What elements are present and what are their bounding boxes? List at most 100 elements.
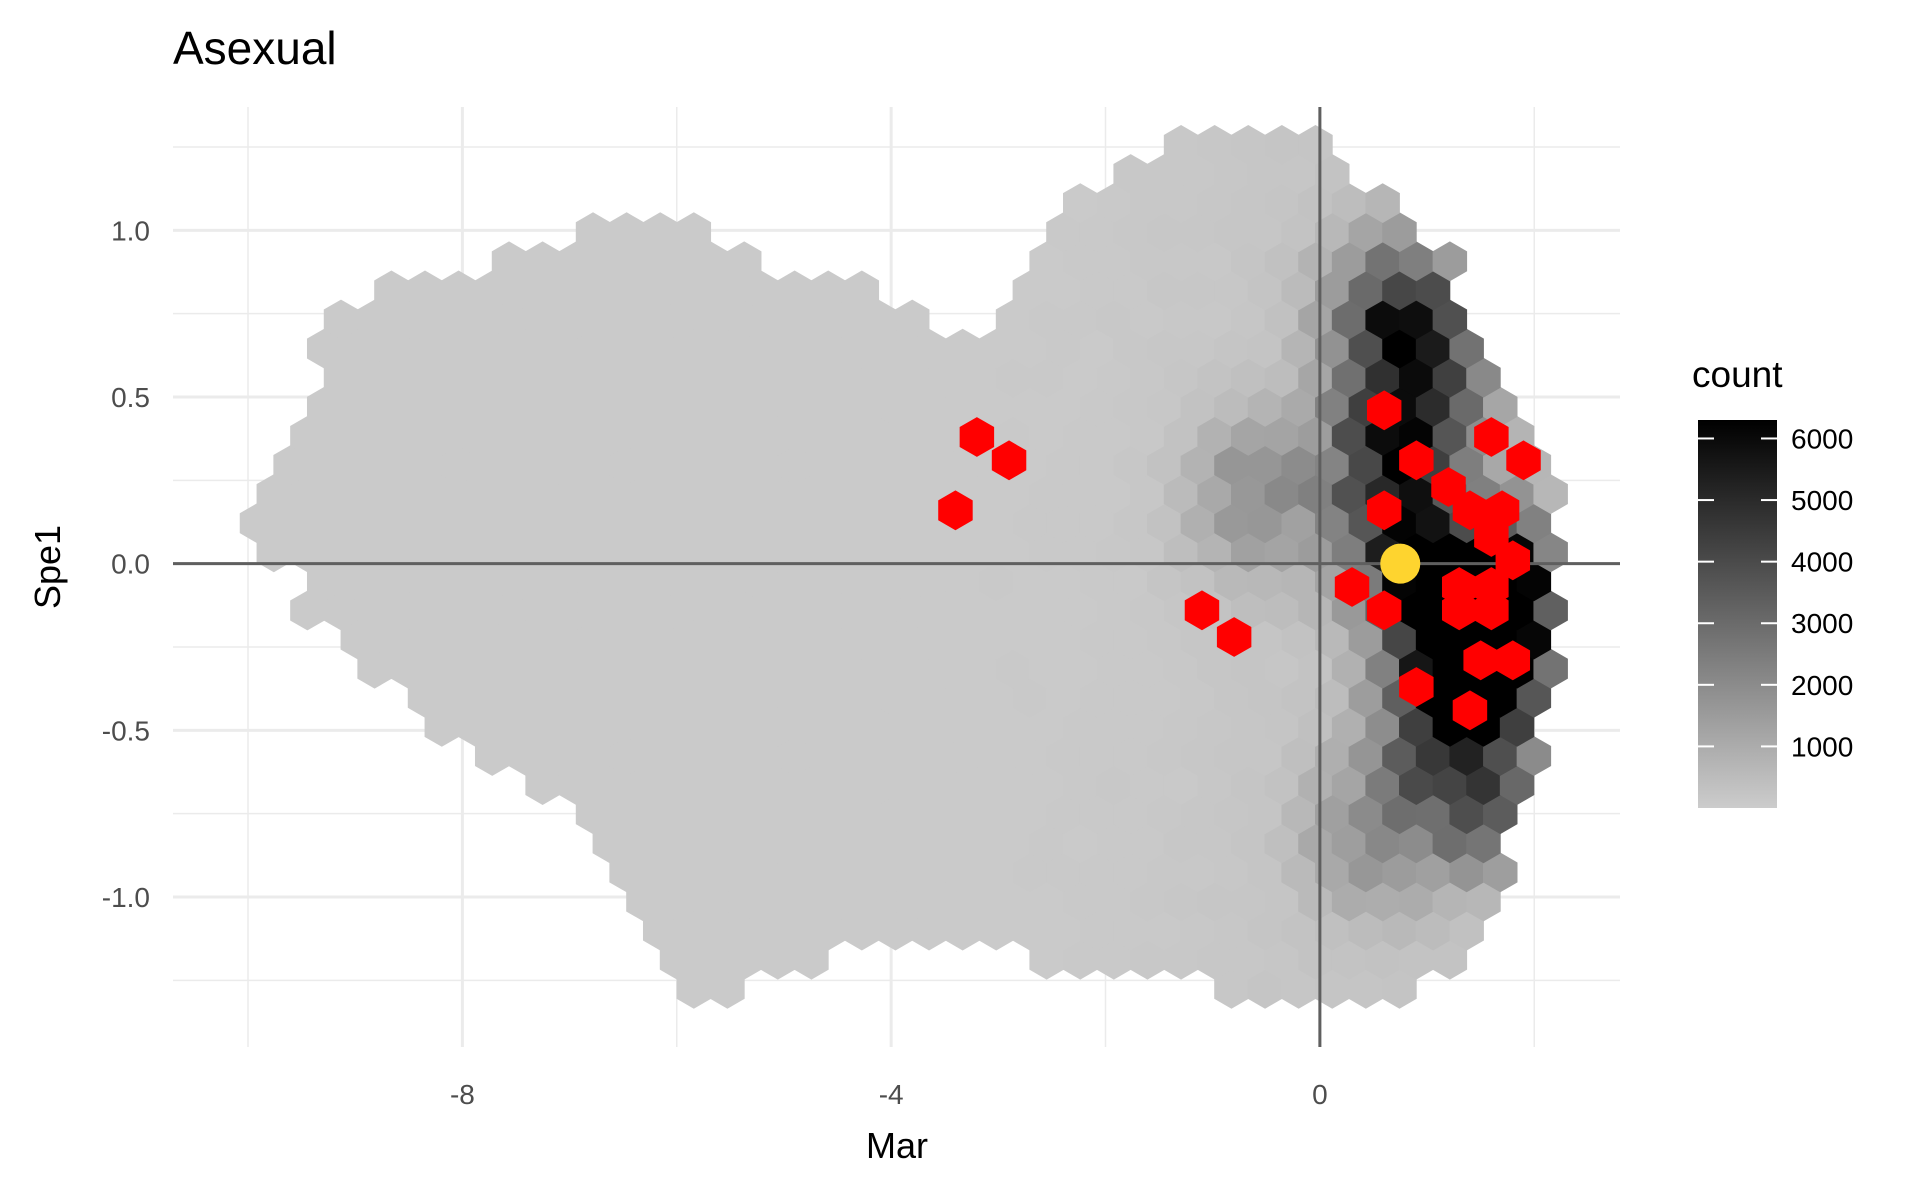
hex-cell (1180, 445, 1216, 485)
hex-cell (676, 677, 712, 718)
hex-cell (777, 619, 812, 660)
hex-cell (542, 270, 577, 311)
hex-cell (710, 270, 745, 311)
hex-cell (1096, 648, 1132, 689)
hex-cell (1315, 968, 1350, 1009)
hex-cell (340, 386, 376, 427)
legend-label: 4000 (1791, 547, 1853, 578)
hex-cell (592, 357, 628, 398)
hex-cell (945, 445, 980, 485)
hex-cell (1096, 881, 1132, 922)
highlighted-hex (1452, 490, 1488, 531)
hex-cell (642, 794, 678, 835)
hex-cell (491, 416, 527, 456)
hex-cell (727, 474, 762, 514)
hex-cell (390, 590, 426, 631)
hex-cell (1415, 503, 1451, 544)
hex-cell (979, 503, 1014, 544)
hex-cell (1079, 619, 1115, 660)
hex-cell (1247, 212, 1283, 253)
hex-cell (676, 619, 712, 660)
hex-cell (1163, 648, 1199, 689)
y-tick-label: -1.0 (102, 882, 150, 913)
hex-cell (542, 445, 577, 485)
hex-cell (1348, 445, 1384, 485)
hex-cell (962, 590, 997, 631)
hex-cell (407, 619, 443, 660)
hex-cell (1247, 968, 1283, 1009)
hex-cell (928, 648, 964, 689)
hex-cell (1331, 707, 1367, 747)
hex-cell (743, 677, 779, 718)
hex-cell (1147, 736, 1182, 776)
hex-cell (895, 474, 930, 514)
hex-cell (1231, 707, 1266, 747)
y-tick-label: 0.0 (111, 549, 150, 580)
hex-cell (1315, 503, 1350, 544)
hex-cell (1298, 241, 1333, 282)
hex-cell (525, 765, 560, 805)
hex-cell (424, 357, 460, 398)
hex-cell (1130, 590, 1165, 631)
hex-cell (1180, 328, 1216, 369)
hex-cell (1231, 357, 1266, 398)
hex-cell (1180, 736, 1216, 776)
hex-cell (777, 910, 812, 951)
highlighted-hex (1452, 690, 1488, 731)
hex-cell (1012, 619, 1048, 660)
hex-cell (642, 503, 678, 544)
hex-cell (676, 503, 712, 544)
hex-cell (979, 328, 1014, 369)
hex-cell (508, 736, 544, 776)
hex-cell (1046, 212, 1081, 253)
hex-cell (794, 881, 829, 922)
hex-cell (1281, 736, 1316, 776)
hex-cell (1180, 270, 1216, 311)
hexbin-cells (239, 125, 1568, 1009)
hex-cell (945, 677, 980, 718)
hex-cell (979, 910, 1014, 951)
hex-cell (1079, 910, 1115, 951)
chart-title: Asexual (173, 22, 337, 74)
hex-cell (1247, 677, 1283, 718)
hex-cell (1247, 852, 1283, 893)
hex-cell (1415, 794, 1451, 835)
hex-cell (811, 736, 846, 776)
hex-cell (962, 357, 997, 398)
hex-cell (1012, 910, 1048, 951)
hex-cell (911, 445, 947, 485)
hex-cell (844, 503, 880, 544)
hex-cell (1382, 212, 1417, 253)
hex-cell (827, 590, 863, 631)
hex-cell (760, 881, 796, 922)
hex-cell (861, 416, 896, 456)
hex-cell (676, 910, 712, 951)
hex-cell (1214, 445, 1249, 485)
hex-cell (1298, 939, 1333, 980)
hex-cell (659, 707, 695, 747)
hex-cell (1399, 707, 1434, 747)
hex-cell (693, 823, 728, 864)
hex-cell (1180, 619, 1216, 660)
hex-cell (1315, 736, 1350, 776)
hex-cell (1197, 357, 1232, 398)
hex-cell (1399, 299, 1434, 340)
hex-cell (1382, 852, 1417, 893)
hex-cell (727, 648, 762, 689)
hex-cell (659, 881, 695, 922)
hex-cell (374, 270, 409, 311)
hex-cell (861, 707, 896, 747)
hex-cell (1399, 590, 1434, 631)
hex-cell (1231, 939, 1266, 980)
hex-cell (1298, 648, 1333, 689)
hex-cell (1113, 212, 1148, 253)
hex-cell (777, 386, 812, 427)
hex-cell (1533, 648, 1568, 689)
hex-cell (626, 765, 661, 805)
hex-cell (558, 241, 594, 282)
hex-cell (1348, 852, 1384, 893)
hex-cell (1046, 794, 1081, 835)
hex-cell (1365, 823, 1400, 864)
hex-cell (827, 881, 863, 922)
hex-cell (1264, 241, 1300, 282)
